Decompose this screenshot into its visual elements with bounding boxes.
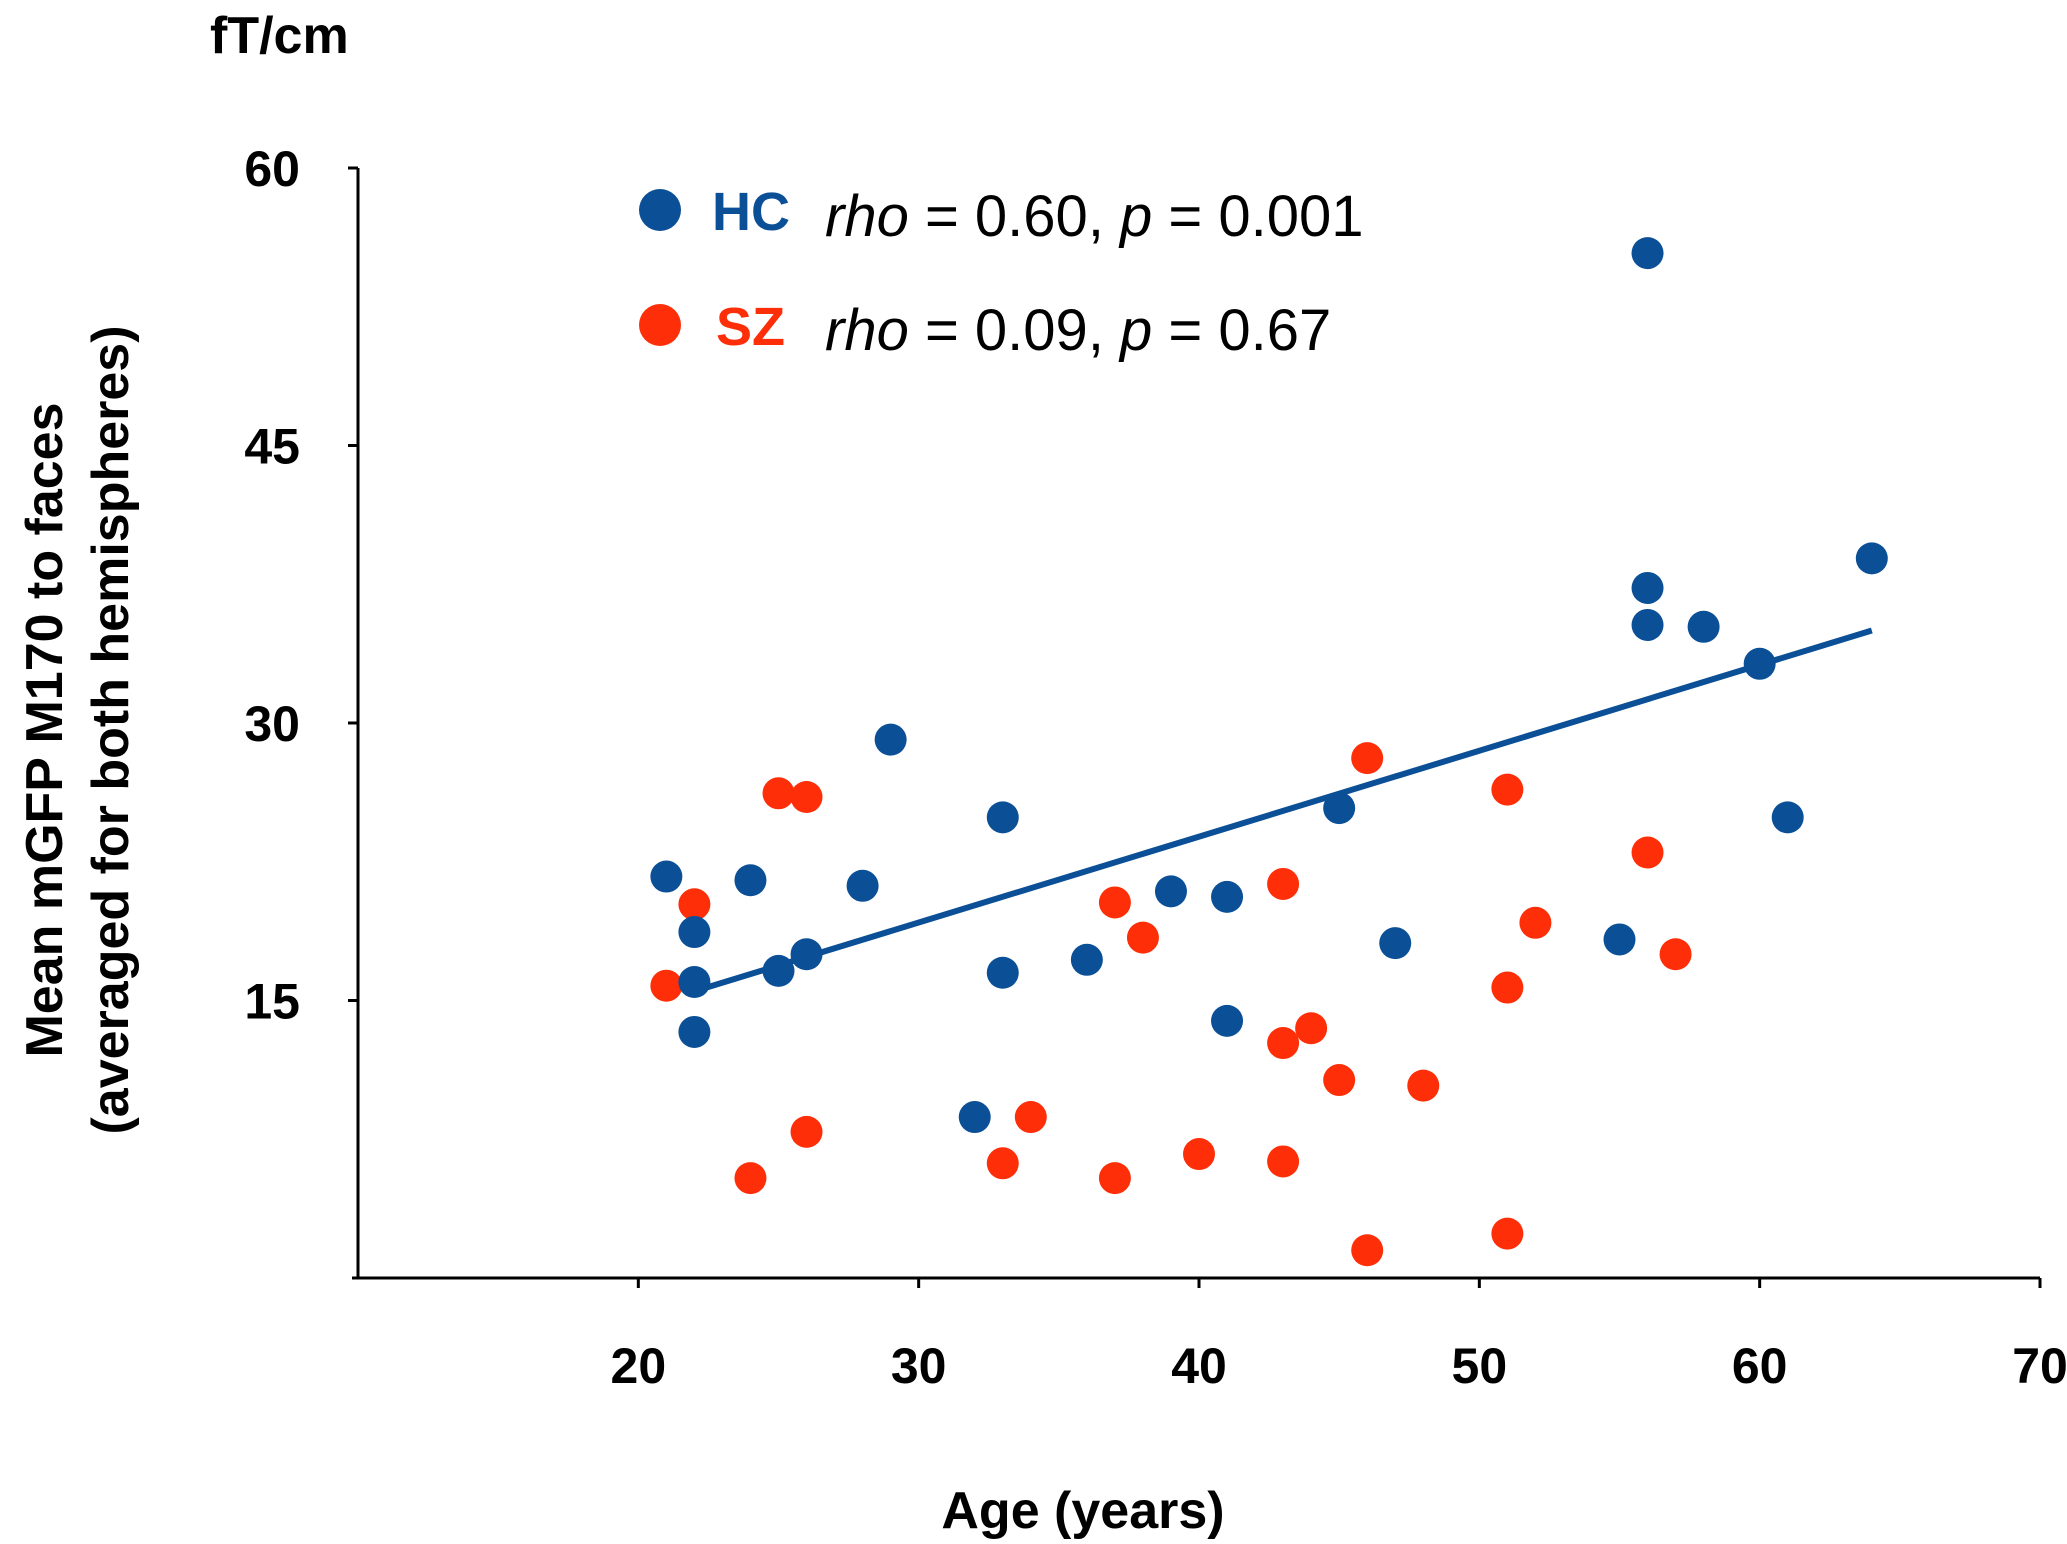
- legend: HC rho = 0.60, p = 0.001 SZ rho = 0.09, …: [639, 182, 1364, 363]
- sz-data-point: [1267, 1027, 1300, 1060]
- hc-data-point: [1211, 1004, 1244, 1037]
- hc-p-label: p: [1118, 184, 1152, 249]
- hc-data-point: [762, 954, 795, 987]
- hc-rho-value: = 0.60,: [909, 184, 1120, 249]
- sz-rho-label: rho: [825, 298, 909, 363]
- hc-data-point: [790, 938, 823, 971]
- y-unit-label: fT/cm: [210, 7, 349, 65]
- hc-data-point: [874, 723, 907, 756]
- sz-p-label: p: [1118, 298, 1152, 363]
- hc-data-point: [1631, 571, 1664, 604]
- hc-stat-annotation: rho = 0.60, p = 0.001: [825, 184, 1364, 249]
- hc-data-point: [986, 956, 1019, 989]
- hc-data-point: [1743, 647, 1776, 680]
- x-tick-label: 20: [611, 1338, 667, 1394]
- hc-data-point: [958, 1101, 991, 1134]
- legend-hc-marker: [639, 189, 681, 231]
- sz-data-point: [1183, 1138, 1215, 1171]
- sz-data-point: [1295, 1012, 1328, 1045]
- sz-data-point: [734, 1162, 767, 1195]
- legend-hc-label: HC: [712, 182, 790, 242]
- hc-data-point: [1154, 875, 1187, 908]
- sz-data-point: [1491, 971, 1524, 1004]
- sz-stat-annotation: rho = 0.09, p = 0.67: [825, 298, 1331, 363]
- x-tick-label: 50: [1452, 1338, 1508, 1394]
- sz-rho-value: = 0.09,: [909, 298, 1120, 363]
- sz-data-point: [1351, 1234, 1384, 1267]
- x-ticks: 20 30 40 50 60 70: [611, 1278, 2067, 1394]
- x-tick-label: 40: [1171, 1338, 1227, 1394]
- sz-data-point: [678, 888, 711, 921]
- hc-data-point: [1631, 608, 1664, 641]
- hc-trendline: [693, 627, 1873, 995]
- sz-data-point: [790, 781, 823, 813]
- hc-data-point: [650, 860, 683, 893]
- sz-data-point: [1491, 773, 1524, 806]
- x-tick-label: 30: [891, 1338, 947, 1394]
- sz-data-point: [1098, 886, 1131, 919]
- hc-data-point: [1379, 927, 1412, 960]
- hc-p-value: = 0.001: [1152, 184, 1363, 249]
- hc-data-point: [678, 966, 711, 998]
- y-tick-label: 45: [244, 419, 300, 475]
- sz-data-point: [1267, 867, 1300, 900]
- y-axis-title-line2: (averaged for both hemispheres): [82, 325, 140, 1134]
- sz-data-point: [1126, 921, 1159, 954]
- hc-data-point: [1771, 801, 1804, 834]
- sz-data-point: [1491, 1217, 1524, 1250]
- x-axis-title: Age (years): [941, 1482, 1224, 1540]
- x-tick-label: 60: [1732, 1338, 1788, 1394]
- y-ticks: 15 30 45 60: [244, 141, 358, 1030]
- sz-data-point: [1631, 836, 1664, 869]
- y-tick-label: 15: [244, 974, 300, 1030]
- hc-data-point: [1211, 880, 1244, 913]
- sz-data-point: [650, 969, 683, 1002]
- sz-data-point: [1014, 1101, 1047, 1134]
- hc-data-point: [1631, 237, 1664, 270]
- hc-data-point: [1070, 943, 1103, 976]
- sz-data-point: [1323, 1064, 1356, 1097]
- y-axis-title-line1: Mean mGFP M170 to faces: [16, 402, 74, 1057]
- sz-data-point: [762, 777, 795, 810]
- sz-data-point: [1098, 1162, 1131, 1195]
- hc-data-point: [1603, 923, 1636, 956]
- hc-data-point: [1687, 610, 1720, 643]
- sz-data-point: [1519, 906, 1552, 939]
- sz-data-point: [1267, 1145, 1300, 1178]
- sz-data-point: [986, 1147, 1019, 1180]
- sz-data-point: [1407, 1069, 1440, 1102]
- x-tick-label: 70: [2012, 1338, 2067, 1394]
- hc-data-point: [734, 864, 767, 897]
- legend-sz-marker: [639, 304, 681, 346]
- hc-rho-label: rho: [825, 184, 909, 249]
- sz-data-point: [790, 1115, 823, 1148]
- data-points: [650, 237, 1888, 1267]
- hc-data-point: [1323, 792, 1356, 825]
- legend-sz-label: SZ: [716, 297, 785, 357]
- hc-data-point: [986, 801, 1019, 834]
- hc-data-point: [846, 869, 879, 902]
- y-tick-label: 60: [244, 141, 300, 197]
- sz-p-value: = 0.67: [1152, 298, 1331, 363]
- sz-data-point: [1351, 742, 1384, 775]
- hc-data-point: [1855, 542, 1888, 575]
- hc-data-point: [678, 1015, 711, 1048]
- hc-data-point: [678, 916, 711, 949]
- sz-data-point: [1659, 938, 1692, 971]
- y-tick-label: 30: [244, 696, 300, 752]
